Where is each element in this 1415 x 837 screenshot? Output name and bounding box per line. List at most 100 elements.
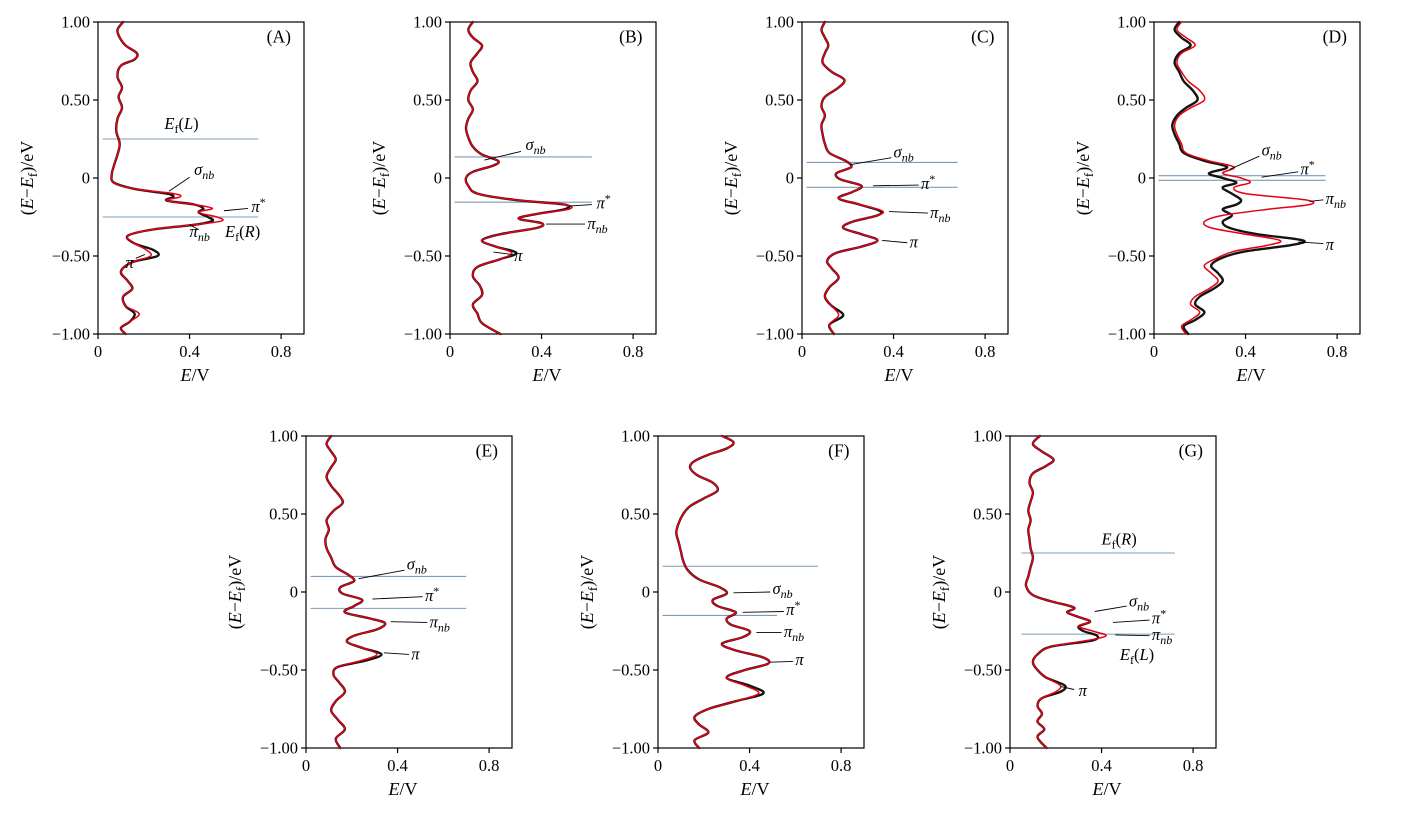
y-tick-label: −1.00 [612, 739, 650, 758]
annotation-leader-pi [493, 251, 512, 255]
x-tick-label: 0 [94, 342, 102, 361]
annotation-sigma-nb: σnb [1262, 141, 1282, 163]
y-axis-title: (E−Ef)/eV [721, 141, 744, 215]
annotation-pi-star: π* [596, 192, 610, 213]
annotation-leader-pi [1298, 241, 1324, 244]
annotation-pi: π [910, 233, 919, 252]
y-tick-label: −1.00 [260, 739, 298, 758]
annotation-leader-sigma-nb [484, 151, 522, 161]
y-tick-label: 0.50 [269, 505, 298, 524]
y-tick-label: 0.50 [765, 91, 794, 110]
annotation-pi: π [125, 253, 134, 272]
panel-D-chart: 1.000.500−0.50−1.000 0.4 0.8E/V(E−Ef)/eV(D… [1073, 13, 1361, 385]
x-tick-label: 0.4 [1091, 756, 1112, 775]
annotation-sigma-nb: σnb [407, 555, 427, 577]
curve-red [1173, 21, 1315, 335]
y-tick-label: 0.50 [413, 91, 442, 110]
annotation-leader-sigma-nb [1229, 155, 1260, 170]
x-tick-label: 0.4 [387, 756, 408, 775]
x-tick-label: 0 [798, 342, 806, 361]
annotation-pi-nb: πnb [930, 203, 950, 225]
panel-C-chart: 1.000.500−0.50−1.000 0.4 0.8E/V(E−Ef)/eV(C… [721, 13, 1009, 385]
x-tick-label: 0.8 [271, 342, 292, 361]
annotation-leader-pi-nb [1115, 634, 1150, 637]
y-tick-label: 1.00 [269, 427, 298, 446]
x-axis-title: E/V [740, 779, 770, 799]
y-tick-label: 0 [786, 169, 794, 188]
x-axis-title: E/V [1092, 779, 1122, 799]
x-tick-label: 0 [1150, 342, 1158, 361]
annotation-leader-pi-star [872, 184, 919, 187]
curve-red [324, 435, 386, 749]
x-tick-label: 0 [1006, 756, 1014, 775]
x-tick-label: 0.8 [975, 342, 996, 361]
annotation-pi: π [514, 246, 523, 265]
annotation-leader-pi-star [568, 204, 592, 207]
y-tick-label: −0.50 [756, 247, 794, 266]
annotation-Ef-R: Ef(R) [1101, 530, 1137, 552]
x-tick-label: 0.4 [883, 342, 904, 361]
annotation-leader-pi-star [1261, 171, 1299, 178]
x-tick-label: 0.8 [479, 756, 500, 775]
y-tick-label: 0 [1138, 169, 1146, 188]
annotation-leader-pi [882, 239, 908, 244]
x-tick-label: 0 [302, 756, 310, 775]
y-tick-label: 1.00 [61, 13, 90, 32]
panel-C: 1.00 0.50 0 −0.50 −1.00 0 0.4 0.8 E/V (E−Ef)/eV (C… [710, 4, 1062, 404]
y-axis-title: (E−Ef)/eV [577, 555, 600, 629]
x-tick-label: 0 [654, 756, 662, 775]
annotation-leader-pi-nb [390, 621, 428, 623]
panel-label: (E) [476, 440, 499, 460]
annotation-leader-pi-nb [1309, 199, 1324, 202]
annotation-leader-sigma-nb [733, 591, 771, 594]
y-tick-label: −1.00 [964, 739, 1002, 758]
y-axis-title: (E−Ef)/eV [225, 555, 248, 629]
y-tick-label: 1.00 [973, 427, 1002, 446]
annotation-pi-star: π* [425, 584, 439, 605]
y-tick-label: −1.00 [1108, 325, 1146, 344]
figure: 1.00 0.50 0 −0.50 −1.00 0 0.4 0.8 E/V (E−Ef)/eV (A… [0, 4, 1415, 837]
annotation-sigma-nb: σnb [772, 579, 792, 601]
y-tick-label: −1.00 [404, 325, 442, 344]
annotation-leader-pi-star [372, 596, 423, 600]
annotation-leader-pi [1060, 685, 1075, 690]
y-axis-title: (E−Ef)/eV [17, 141, 40, 215]
annotation-Ef-L: Ef(L) [1119, 645, 1154, 667]
panel-row-2: 1.00 0.50 0 −0.50 −1.00 0 0.4 0.8 E/V (E−Ef)/eV (E… [214, 418, 1415, 818]
annotation-pi-nb: πnb [587, 214, 607, 236]
annotation-pi-nb: πnb [430, 612, 450, 634]
y-tick-label: 1.00 [1117, 13, 1146, 32]
annotation-pi: π [1326, 235, 1335, 254]
panel-F-chart: 1.000.500−0.50−1.000 0.4 0.8E/V(E−Ef)/eV(F… [577, 427, 865, 799]
panel-E: 1.00 0.50 0 −0.50 −1.00 0 0.4 0.8 E/V (E−Ef)/eV (E… [214, 418, 566, 818]
y-tick-label: 0 [994, 583, 1002, 602]
panel-B: 1.00 0.50 0 −0.50 −1.00 0 0.4 0.8 E/V (E−Ef)/eV (B… [358, 4, 710, 404]
plot-frame [1009, 435, 1217, 749]
panel-label: (B) [619, 26, 643, 46]
annotation-sigma-nb: σnb [526, 135, 546, 157]
y-tick-label: 0 [434, 169, 442, 188]
curve-red [820, 21, 885, 335]
annotation-pi-nb: πnb [1326, 189, 1346, 211]
annotation-pi-star: π* [251, 195, 265, 216]
curve-red [465, 21, 573, 335]
x-tick-label: 0 [446, 342, 454, 361]
y-tick-label: −0.50 [964, 661, 1002, 680]
plot-frame [1153, 21, 1361, 335]
x-tick-label: 0.8 [1183, 756, 1204, 775]
annotation-leader-pi-star [223, 207, 248, 212]
panel-F: 1.00 0.50 0 −0.50 −1.00 0 0.4 0.8 E/V (E−Ef)/eV (F… [566, 418, 918, 818]
panel-label: (G) [1179, 440, 1203, 460]
y-tick-label: −0.50 [52, 247, 90, 266]
curve-black [1171, 20, 1306, 336]
x-tick-label: 0.4 [531, 342, 552, 361]
curve-black [1024, 434, 1100, 750]
y-tick-label: −1.00 [756, 325, 794, 344]
annotation-pi-star: π* [786, 598, 800, 619]
annotation-pi-star: π* [1300, 157, 1314, 178]
x-axis-title: E/V [884, 365, 914, 385]
curve-black [324, 434, 387, 750]
y-tick-label: 1.00 [621, 427, 650, 446]
annotation-leader-pi [770, 660, 794, 663]
y-axis-title: (E−Ef)/eV [369, 141, 392, 215]
